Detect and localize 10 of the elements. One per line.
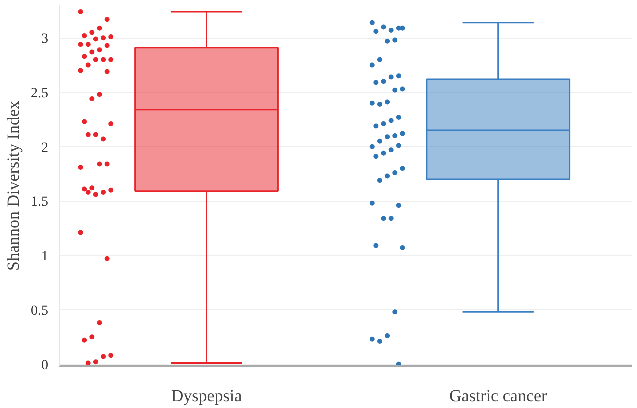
x-tick-label: Gastric cancer [450,386,548,406]
y-tick-label: 0 [42,358,48,374]
y-axis-title: Shannon Diversity Index [4,100,23,271]
y-tick-label: 0.5 [31,304,48,319]
y-tick-label: 1 [42,250,48,265]
y-tick-label: 2 [42,140,48,156]
x-tick-label: Dyspepsia [171,386,243,406]
y-tick-label: 3 [42,32,48,48]
y-tick-label: 2.5 [31,86,48,102]
y-tick-label: 1.5 [31,195,48,210]
